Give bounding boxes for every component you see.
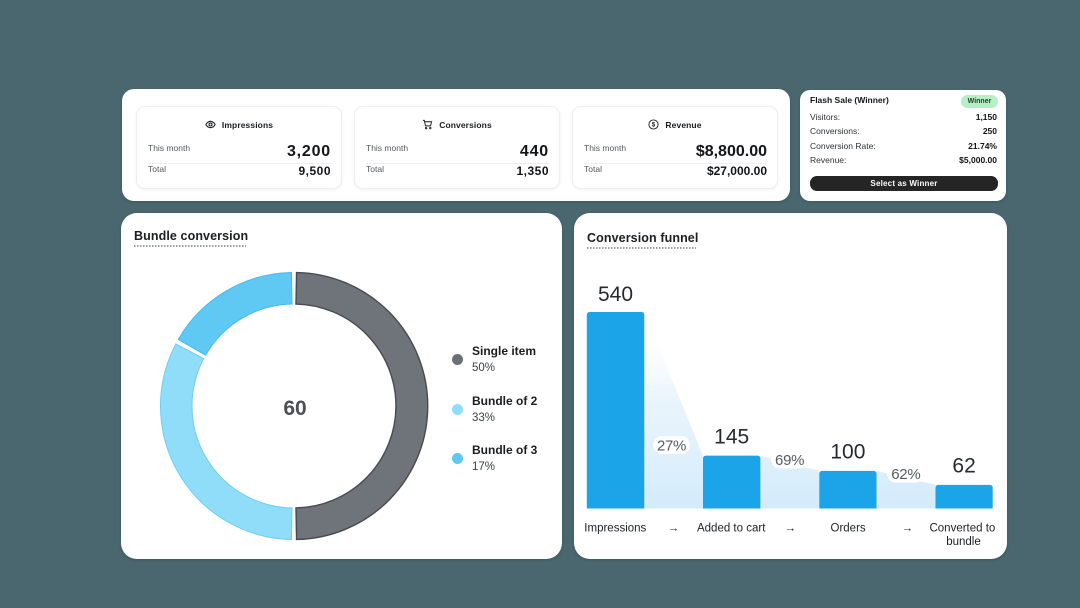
svg-text:69%: 69%: [775, 452, 804, 469]
svg-text:→: →: [901, 523, 913, 535]
svg-text:62%: 62%: [891, 466, 920, 483]
svg-text:→: →: [784, 523, 796, 535]
svg-text:Impressions: Impressions: [584, 523, 646, 535]
svg-text:Orders: Orders: [831, 523, 866, 535]
svg-text:145: 145: [714, 426, 749, 449]
svg-text:540: 540: [598, 283, 633, 306]
svg-text:27%: 27%: [657, 438, 686, 455]
svg-text:62: 62: [952, 454, 975, 477]
svg-text:bundle: bundle: [946, 536, 981, 548]
svg-text:$: $: [652, 122, 656, 129]
svg-text:100: 100: [830, 440, 865, 463]
svg-text:Converted to: Converted to: [929, 523, 995, 535]
svg-text:→: →: [668, 523, 680, 535]
svg-text:Added to cart: Added to cart: [697, 523, 766, 535]
